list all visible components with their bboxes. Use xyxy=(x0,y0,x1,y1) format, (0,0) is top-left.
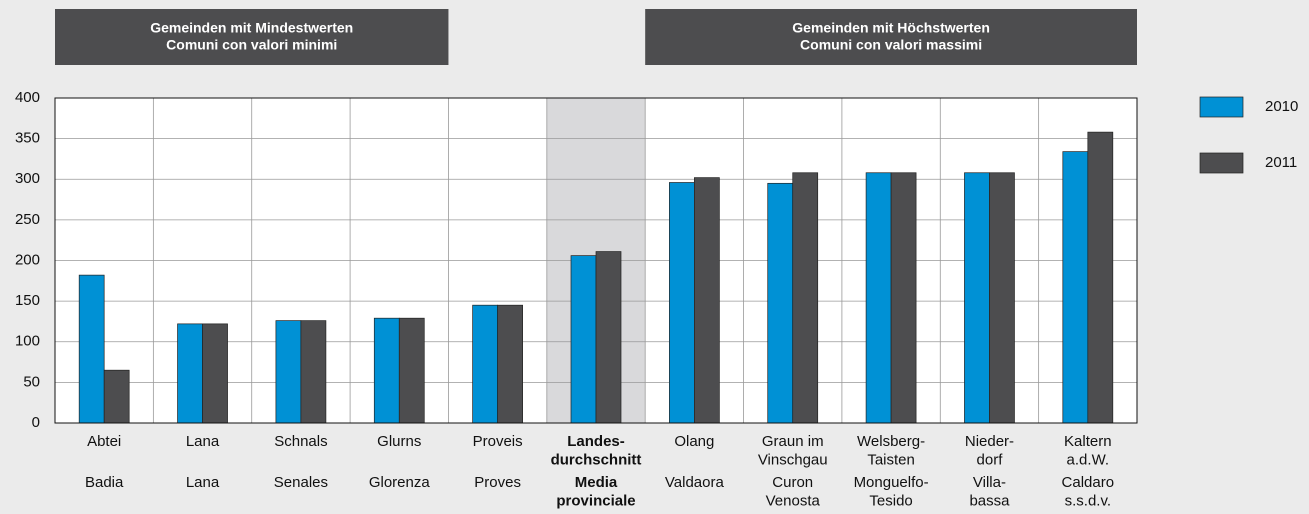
bar xyxy=(472,304,498,424)
bar xyxy=(373,317,400,424)
bar xyxy=(570,255,597,424)
x-tick-label: Media xyxy=(575,474,618,491)
bar xyxy=(669,182,695,424)
x-tick-label: Glurns xyxy=(377,433,421,450)
legend-label: 2010 xyxy=(1265,98,1298,115)
header-box xyxy=(55,9,449,65)
bar xyxy=(964,172,990,424)
bar xyxy=(767,182,794,424)
x-tick-label: Proveis xyxy=(473,433,523,450)
plot-border xyxy=(54,97,1138,424)
legend-swatch xyxy=(1199,96,1244,118)
header-box xyxy=(645,9,1137,65)
bar xyxy=(595,251,622,424)
x-tick-label: Curon xyxy=(772,474,813,491)
header-text: Comuni con valori massimi xyxy=(800,37,982,53)
legend-swatch xyxy=(1199,152,1244,174)
header-text: Gemeinden mit Höchstwerten xyxy=(792,20,990,36)
x-tick-label: a.d.W. xyxy=(1067,451,1110,468)
x-tick-label: Schnals xyxy=(274,433,327,450)
x-tick-label: Landes- xyxy=(567,433,625,450)
bar xyxy=(1087,131,1114,424)
bar xyxy=(78,274,105,424)
header-text: Gemeinden mit Mindestwerten xyxy=(150,20,353,36)
x-tick-label: bassa xyxy=(969,492,1010,509)
x-tick-label: Glorenza xyxy=(369,474,431,491)
x-tick-label: Proves xyxy=(474,474,521,491)
y-tick-label: 50 xyxy=(23,373,40,390)
y-tick-label: 200 xyxy=(15,251,40,268)
x-tick-label: Graun im xyxy=(762,433,824,450)
bar xyxy=(398,317,425,424)
x-tick-label: Lana xyxy=(186,474,220,491)
x-tick-label: Taisten xyxy=(867,451,915,468)
bar xyxy=(890,172,917,424)
bar xyxy=(202,323,228,424)
x-tick-label: Nieder- xyxy=(965,433,1014,450)
x-tick-label: Tesido xyxy=(869,492,912,509)
x-tick-label: Vinschgau xyxy=(758,451,828,468)
bar xyxy=(497,304,523,424)
bar xyxy=(177,323,203,424)
y-tick-label: 0 xyxy=(32,414,40,431)
x-tick-label: Monguelfo- xyxy=(854,474,929,491)
x-tick-label: Villa- xyxy=(973,474,1006,491)
x-tick-label: Caldaro xyxy=(1062,474,1115,491)
header-text: Comuni con valori minimi xyxy=(166,37,337,53)
x-tick-label: Valdaora xyxy=(665,474,725,491)
x-tick-label: Abtei xyxy=(87,433,121,450)
bar xyxy=(1062,151,1089,424)
y-tick-label: 250 xyxy=(15,211,40,228)
bar xyxy=(103,369,130,424)
x-tick-label: Welsberg- xyxy=(857,433,925,450)
x-tick-label: provinciale xyxy=(556,492,635,509)
x-tick-label: Olang xyxy=(674,433,714,450)
y-tick-label: 100 xyxy=(15,333,40,350)
x-tick-label: durchschnitt xyxy=(551,451,642,468)
x-tick-label: Kaltern xyxy=(1064,433,1112,450)
x-tick-label: Badia xyxy=(85,474,124,491)
bar xyxy=(989,172,1015,424)
y-tick-label: 350 xyxy=(15,130,40,147)
bar xyxy=(300,320,327,424)
x-tick-label: Lana xyxy=(186,433,220,450)
x-tick-label: Senales xyxy=(274,474,328,491)
y-tick-label: 400 xyxy=(15,89,40,106)
bar xyxy=(865,172,892,424)
legend-label: 2011 xyxy=(1265,154,1297,171)
x-tick-label: Venosta xyxy=(766,492,821,509)
bar xyxy=(275,320,302,424)
x-tick-label: dorf xyxy=(977,451,1004,468)
bar xyxy=(792,172,819,424)
bar xyxy=(694,177,720,424)
y-tick-label: 150 xyxy=(15,292,40,309)
y-tick-label: 300 xyxy=(15,170,40,187)
x-tick-label: s.s.d.v. xyxy=(1065,492,1111,509)
